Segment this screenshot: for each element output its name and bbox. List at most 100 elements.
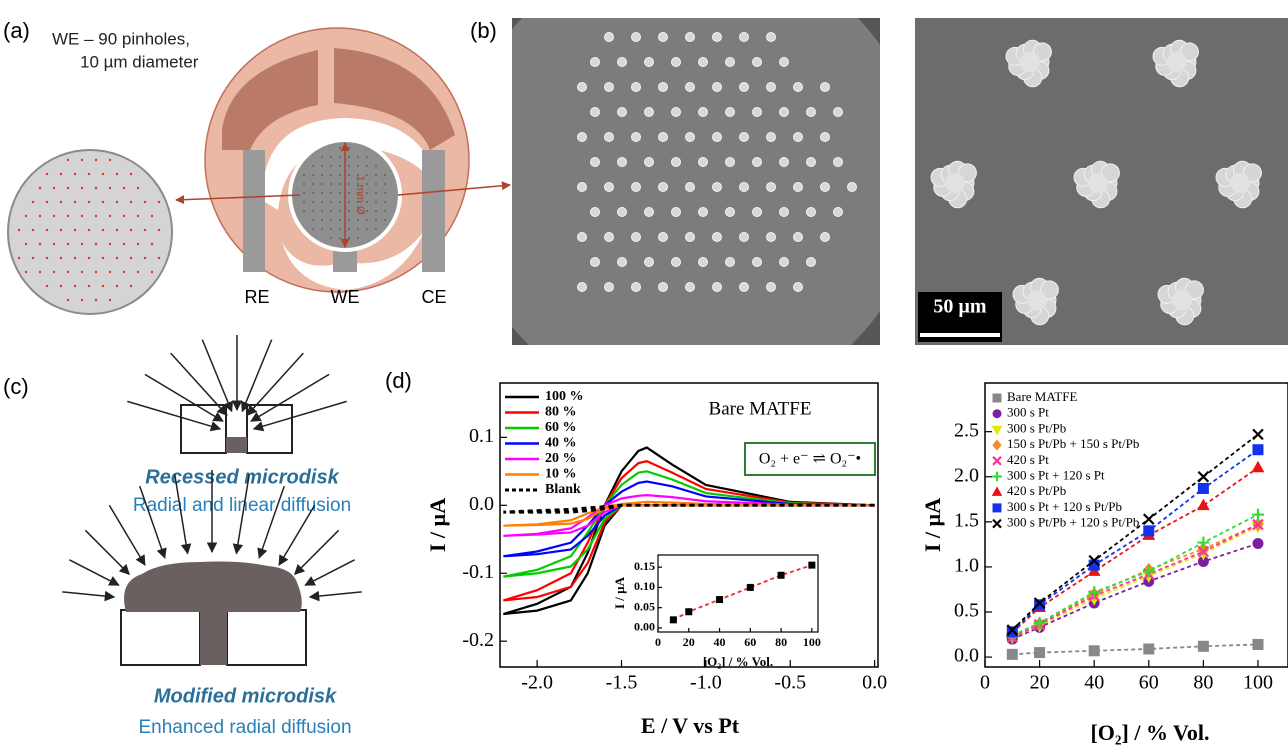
pinhole <box>339 156 341 158</box>
annotation: Bare MATFE <box>709 398 812 419</box>
deposit <box>699 258 708 267</box>
deposit <box>807 158 816 167</box>
trend-line <box>1012 644 1258 654</box>
pinhole <box>116 173 118 175</box>
deposit <box>767 183 776 192</box>
pinhole <box>375 165 377 167</box>
deposit <box>618 208 627 217</box>
deposit <box>578 133 587 142</box>
trend-line <box>1012 526 1258 637</box>
deposit <box>753 108 762 117</box>
pinhole <box>384 192 386 194</box>
pinhole <box>312 183 314 185</box>
deposit <box>794 233 803 242</box>
pinhole <box>144 201 146 203</box>
legend-label: 300 s Pt + 120 s Pt/Pb <box>1007 499 1122 514</box>
x-tick-label: 100 <box>1243 672 1273 694</box>
plot-frame <box>658 555 818 632</box>
pinhole <box>74 201 76 203</box>
pinhole <box>151 243 153 245</box>
pinhole <box>123 243 125 245</box>
x-tick-label: 60 <box>744 635 756 649</box>
pinhole <box>74 173 76 175</box>
diffusion-arrow <box>310 592 362 597</box>
deposit <box>605 233 614 242</box>
pinhole <box>348 174 350 176</box>
pinhole <box>60 257 62 259</box>
deposit <box>591 208 600 217</box>
pinhole <box>123 271 125 273</box>
y-tick-label: 2.5 <box>954 419 979 441</box>
deposit <box>618 108 627 117</box>
marker <box>1198 641 1208 651</box>
deposit <box>578 183 587 192</box>
sem-disk <box>458 0 922 410</box>
pinhole <box>330 165 332 167</box>
y-tick-label: -0.1 <box>462 561 494 583</box>
y-tick-label: 0.05 <box>634 599 655 613</box>
pinhole <box>312 165 314 167</box>
y-tick-label: 2.0 <box>954 464 979 486</box>
x-tick-label: 100 <box>803 635 821 649</box>
pinhole <box>158 201 160 203</box>
x-tick-label: 60 <box>1139 672 1159 694</box>
legend-label: Blank <box>545 482 581 497</box>
legend-label: 420 s Pt/Pb <box>1007 483 1066 498</box>
marker <box>1144 644 1154 654</box>
deposit <box>740 83 749 92</box>
x-tick-label: 80 <box>775 635 787 649</box>
legend-label: Bare MATFE <box>1007 389 1077 404</box>
deposit <box>821 183 830 192</box>
deposit <box>591 108 600 117</box>
pinhole <box>67 187 69 189</box>
pinhole <box>109 271 111 273</box>
deposit <box>699 58 708 67</box>
x-tick-label: 80 <box>1193 672 1213 694</box>
pinhole <box>303 183 305 185</box>
pinhole <box>330 237 332 239</box>
diffusion-arrow <box>305 560 354 585</box>
pinhole <box>330 174 332 176</box>
pinhole <box>137 243 139 245</box>
pinhole <box>102 257 104 259</box>
pinhole <box>366 228 368 230</box>
deposit <box>726 258 735 267</box>
pinhole <box>321 192 323 194</box>
deposit <box>645 258 654 267</box>
deposit <box>632 133 641 142</box>
legend-label: 300 s Pt/Pb <box>1007 420 1066 435</box>
panel-a: WE – 90 pinholes, 10 µm diameter 1 mm Ø … <box>8 28 510 314</box>
pinhole <box>102 201 104 203</box>
deposit <box>632 83 641 92</box>
pinhole <box>88 229 90 231</box>
diagram-title: Modified microdisk <box>154 685 337 707</box>
pinhole <box>95 243 97 245</box>
deposit <box>834 108 843 117</box>
deposit <box>794 133 803 142</box>
pinhole <box>339 147 341 149</box>
deposit <box>794 183 803 192</box>
pinhole <box>25 243 27 245</box>
pinhole <box>384 219 386 221</box>
marker <box>1253 445 1263 455</box>
legend-label: 60 % <box>545 420 577 435</box>
marker <box>1144 514 1154 524</box>
legend-label: 40 % <box>545 436 577 451</box>
pinhole <box>137 215 139 217</box>
pinhole <box>321 219 323 221</box>
pinhole <box>25 215 27 217</box>
deposit <box>821 83 830 92</box>
legend-label: 420 s Pt <box>1007 452 1049 467</box>
diffusion-arrow <box>202 340 231 412</box>
pinhole <box>74 229 76 231</box>
trend-line <box>1012 515 1258 636</box>
pinhole <box>312 219 314 221</box>
deposit-core <box>1027 290 1047 310</box>
pinhole <box>158 229 160 231</box>
pinhole <box>339 228 341 230</box>
pinhole <box>95 271 97 273</box>
pinhole <box>81 299 83 301</box>
pinhole <box>109 243 111 245</box>
pinhole <box>348 147 350 149</box>
pinhole <box>348 237 350 239</box>
